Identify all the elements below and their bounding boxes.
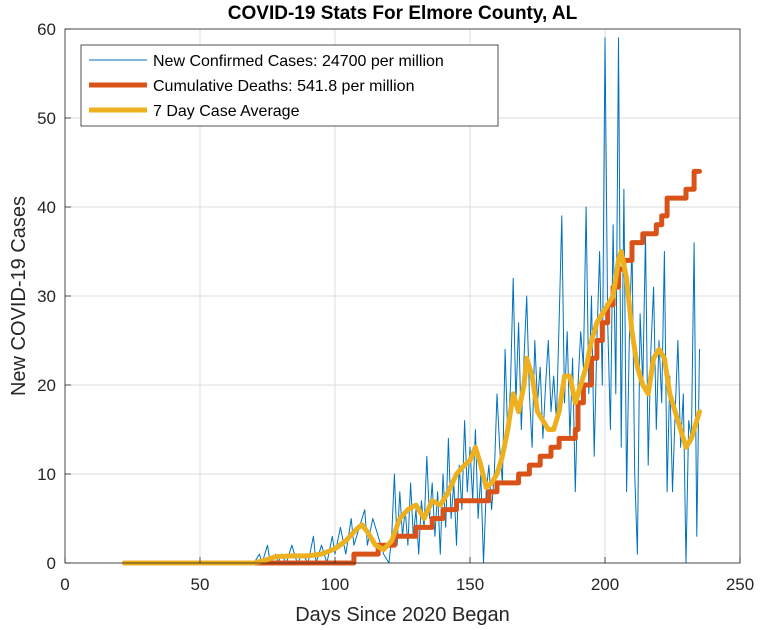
- y-tick-label-2: 20: [37, 376, 56, 395]
- x-tick-label-4: 200: [591, 575, 619, 594]
- legend: New Confirmed Cases: 24700 per million Cu…: [80, 44, 499, 127]
- y-tick-label-6: 60: [37, 20, 56, 39]
- y-tick-label-0: 0: [47, 554, 56, 573]
- x-tick-label-0: 0: [60, 575, 69, 594]
- x-tick-label-3: 150: [456, 575, 484, 594]
- legend-box: [80, 44, 499, 127]
- y-axis: 0 10 20 30 40 50 60: [37, 20, 71, 573]
- x-tick-label-2: 100: [321, 575, 349, 594]
- chart-title: COVID-19 Stats For Elmore County, AL: [228, 3, 578, 24]
- y-tick-label-3: 30: [37, 287, 56, 306]
- y-tick-label-1: 10: [37, 465, 56, 484]
- y-tick-label-5: 50: [37, 109, 56, 128]
- legend-label-0: New Confirmed Cases: 24700 per million: [153, 53, 444, 70]
- series-line-2: [121, 249, 702, 566]
- x-tick-label-5: 250: [726, 575, 754, 594]
- x-tick-label-1: 50: [191, 575, 210, 594]
- x-axis: 0 50 100 150 200 250: [60, 557, 754, 594]
- y-tick-label-4: 40: [37, 198, 56, 217]
- y-axis-label: New COVID-19 Cases: [8, 196, 30, 396]
- x-axis-label: Days Since 2020 Began: [295, 604, 510, 626]
- legend-label-1: Cumulative Deaths: 541.8 per million: [153, 78, 414, 95]
- series-line-1: [121, 168, 702, 566]
- series-layer: [121, 37, 702, 566]
- legend-label-2: 7 Day Case Average: [153, 103, 300, 120]
